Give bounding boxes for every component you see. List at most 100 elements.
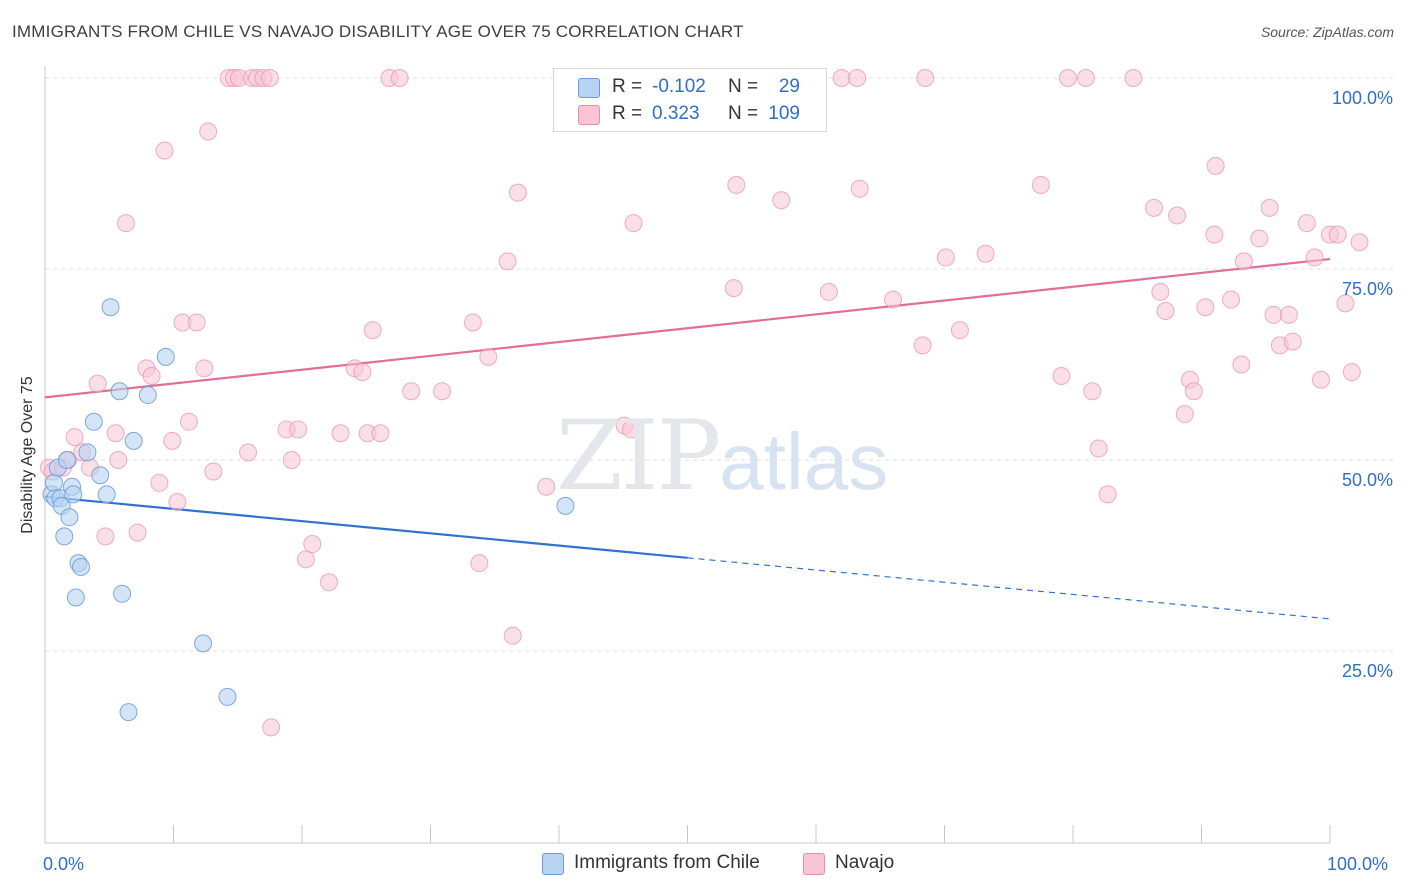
navajo-point	[1206, 156, 1225, 175]
navajo-point	[1089, 439, 1108, 458]
navajo-point	[204, 462, 223, 481]
n-label: N =	[728, 76, 759, 97]
navajo-point	[621, 420, 640, 439]
legend-label: Immigrants from Chile	[574, 852, 760, 873]
navajo-point	[96, 527, 115, 546]
y-axis-label: Disability Age Over 75	[19, 376, 36, 534]
n-value: 29	[778, 76, 800, 97]
x-tick-label-max: 100.0%	[1327, 854, 1389, 874]
navajo-point	[106, 424, 125, 443]
chile-point	[55, 527, 74, 546]
navajo-point	[282, 451, 301, 469]
chile-point	[101, 298, 120, 317]
navajo-point	[1156, 302, 1175, 321]
r-label: R =	[612, 76, 643, 97]
navajo-point	[624, 214, 643, 233]
chile-point	[91, 466, 110, 485]
n-label: N =	[728, 103, 759, 124]
navajo-point	[289, 420, 308, 439]
chile-point	[218, 687, 237, 706]
navajo-point	[179, 412, 198, 431]
navajo-point	[976, 244, 995, 263]
n-value: 109	[768, 103, 800, 124]
x-tick-label-min: 0.0%	[43, 854, 85, 874]
legend-label: Navajo	[835, 852, 895, 873]
chile-point	[44, 473, 63, 492]
y-tick-label-100: 100.0%	[1331, 88, 1393, 108]
navajo-point	[150, 473, 169, 492]
chart-title: IMMIGRANTS FROM CHILE VS NAVAJO DISABILI…	[12, 22, 744, 41]
navajo-point	[239, 443, 258, 462]
navajo-point	[727, 175, 746, 194]
navajo-point	[537, 477, 556, 496]
chile-point	[64, 485, 83, 504]
navajo-point	[187, 313, 206, 332]
navajo-point	[319, 573, 338, 592]
source-label: Source: ZipAtlas.com	[1260, 24, 1394, 40]
navajo-point	[1058, 69, 1077, 87]
navajo-point	[155, 141, 174, 160]
watermark-zip: ZIP	[556, 400, 721, 512]
navajo-point	[850, 179, 869, 198]
navajo-point	[116, 214, 135, 233]
y-tick-label-50: 50.0%	[1341, 470, 1393, 490]
navajo-point	[1098, 485, 1117, 504]
trend-lines	[44, 257, 1331, 620]
navajo-point	[1052, 366, 1071, 385]
chile-point	[556, 496, 575, 515]
chile-point	[78, 443, 97, 462]
navajo-point	[433, 382, 452, 401]
navajo-point	[936, 248, 955, 267]
navajo-point	[199, 122, 218, 141]
navajo-point	[1175, 405, 1194, 424]
navajo-point	[128, 523, 147, 542]
navajo-point	[916, 69, 935, 87]
navajo-point	[390, 69, 409, 87]
navajo-point	[1279, 305, 1298, 324]
navajo-point	[163, 431, 182, 450]
navajo-point	[1076, 69, 1095, 87]
navajo-point	[363, 321, 382, 340]
navajo-point	[463, 313, 482, 332]
navajo-point	[1031, 175, 1050, 194]
navajo-point	[772, 191, 791, 210]
navajo-point	[65, 428, 84, 447]
navajo-point	[1264, 305, 1283, 324]
chile-point	[110, 382, 129, 401]
y-tick-label-75: 75.0%	[1341, 279, 1393, 299]
navajo-point	[1168, 206, 1187, 225]
navajo-point	[832, 69, 851, 87]
chile-point	[113, 584, 132, 603]
r-value: -0.102	[652, 76, 706, 97]
navajo-point	[1232, 355, 1251, 374]
navajo-point	[1250, 229, 1269, 248]
chile-point	[84, 412, 103, 431]
correlation-legend: R = -0.102 N = 29 R = 0.323 N = 109	[553, 68, 827, 132]
chile-point	[138, 386, 157, 405]
navajo-point	[331, 424, 350, 443]
data-points	[39, 69, 1369, 737]
navajo-point	[884, 290, 903, 309]
y-tick-label-25: 25.0%	[1341, 661, 1393, 681]
chile-point	[57, 451, 76, 469]
chile-point	[66, 588, 85, 607]
navajo-point	[1342, 363, 1361, 382]
navajo-point	[262, 718, 281, 737]
chile-point	[71, 557, 90, 576]
chile-point	[124, 431, 143, 450]
navajo-point	[848, 69, 867, 87]
navajo-point	[371, 424, 390, 443]
navajo-point	[508, 183, 527, 202]
navajo-trend-line	[44, 257, 1331, 399]
navajo-point	[1151, 282, 1170, 301]
navajo-point	[913, 336, 932, 355]
navajo-point	[1260, 198, 1279, 217]
navajo-point	[1350, 233, 1369, 252]
navajo-point	[1205, 225, 1224, 244]
navajo-point	[109, 451, 128, 469]
chile-point	[60, 508, 79, 527]
navajo-point	[303, 535, 322, 554]
navajo-point	[142, 366, 161, 385]
navajo-point	[724, 279, 743, 298]
navajo-point	[88, 374, 107, 393]
